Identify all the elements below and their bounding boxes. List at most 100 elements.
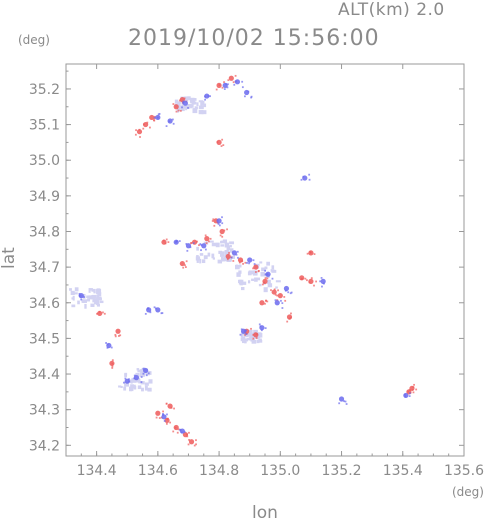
negative-echo-speck <box>247 90 250 93</box>
positive-echo-speck <box>172 103 175 105</box>
clutter-speck <box>257 336 261 339</box>
positive-echo-point <box>271 289 277 295</box>
negative-echo-speck <box>207 95 210 97</box>
negative-echo-speck <box>140 376 143 378</box>
positive-echo-speck <box>274 293 277 296</box>
positive-echo-speck <box>223 229 226 232</box>
clutter-speck <box>261 272 265 275</box>
clutter-speck <box>238 270 242 274</box>
clutter-speck <box>242 281 247 285</box>
positive-echo-speck <box>103 312 106 315</box>
positive-echo-speck <box>288 317 291 320</box>
negative-echo-speck <box>266 273 269 276</box>
positive-echo-speck <box>415 388 418 391</box>
positive-echo-point <box>136 129 143 135</box>
axis-ticks: 134.4 134.6 134.8 135.0 135.2 135.4 135.6 34.2 3… <box>29 64 484 479</box>
positive-echo-speck <box>284 299 287 302</box>
positive-echo-speck <box>242 262 244 265</box>
negative-echo-speck <box>237 256 239 259</box>
clutter-speck <box>231 255 236 259</box>
clutter-speck <box>199 258 202 264</box>
clutter-speck <box>195 256 201 261</box>
negative-echo-speck <box>133 377 136 380</box>
clutter-speck <box>130 384 134 387</box>
clutter-speck <box>90 303 95 307</box>
clutter-speck <box>199 253 204 256</box>
clutter-speck <box>177 103 181 106</box>
negative-echo-speck <box>144 312 147 315</box>
negative-echo-point <box>283 285 290 292</box>
positive-echo-speck <box>304 277 307 280</box>
clutter-speck <box>118 385 122 388</box>
clutter-speck <box>196 246 199 251</box>
clutter-speck <box>140 369 145 375</box>
negative-echo-speck <box>133 374 136 377</box>
positive-echo-point <box>115 328 121 334</box>
positive-echo-speck <box>306 252 309 255</box>
negative-echo-speck <box>233 83 236 86</box>
positive-echo-speck <box>183 97 186 100</box>
clutter-speck <box>245 333 249 338</box>
clutter-speck <box>87 298 91 302</box>
negative-echo-speck <box>343 400 345 403</box>
negative-echo-speck <box>204 95 206 98</box>
negative-echo-speck <box>217 223 220 225</box>
negative-echo-speck <box>239 333 242 336</box>
positive-echo-speck <box>301 277 304 280</box>
clutter-speck <box>96 289 102 295</box>
positive-echo-speck <box>412 386 415 388</box>
clutter-speck <box>271 269 277 273</box>
clutter-speck <box>97 297 102 301</box>
negative-echo-speck <box>241 80 244 83</box>
clutter-speck <box>135 372 140 377</box>
positive-echo-speck <box>152 119 155 122</box>
clutter-speck <box>211 242 216 247</box>
negative-echo-speck <box>245 333 248 335</box>
positive-echo-speck <box>310 277 313 280</box>
negative-echo-speck <box>187 107 189 109</box>
positive-echo-speck <box>289 316 292 319</box>
x-tick-label: 134.4 <box>77 463 117 479</box>
clutter-speck <box>248 329 253 335</box>
negative-echo-speck <box>145 374 148 377</box>
negative-echo-speck <box>172 122 175 125</box>
positive-echo-speck <box>190 241 193 244</box>
negative-echo-speck <box>160 312 163 315</box>
positive-echo-speck <box>407 390 410 393</box>
positive-echo-speck <box>162 410 164 413</box>
clutter-speck <box>187 104 193 109</box>
positive-echo-speck <box>226 258 229 261</box>
positive-echo-speck <box>162 239 165 242</box>
positive-echo-speck <box>266 300 269 303</box>
clutter-speck <box>124 383 129 386</box>
positive-echo-speck <box>221 138 224 141</box>
negative-echo-speck <box>175 240 178 243</box>
clutter-speck <box>259 261 263 264</box>
clutter-speck <box>252 270 258 276</box>
positive-echo-speck <box>142 123 145 126</box>
positive-echo-speck <box>313 253 316 256</box>
clutter-speck <box>89 288 93 291</box>
clutter-speck <box>187 96 191 100</box>
positive-echo-speck <box>158 417 161 419</box>
clutter-speck <box>247 280 251 284</box>
positive-echo-speck <box>172 430 175 433</box>
clutter-speck <box>219 253 225 257</box>
clutter-speck <box>73 292 78 295</box>
positive-echo-speck <box>165 238 168 241</box>
clutter-speck <box>201 110 207 115</box>
clutter-speck <box>134 378 140 383</box>
clutter-speck <box>263 287 268 293</box>
negative-echo-speck <box>274 299 277 302</box>
clutter-speck <box>120 385 123 389</box>
clutter-speck <box>226 245 231 251</box>
negative-echo-speck <box>80 298 83 301</box>
positive-echo-speck <box>96 312 98 315</box>
y-tick-label: 35.0 <box>29 153 60 169</box>
negative-echo-speck <box>246 262 248 264</box>
clutter-speck <box>209 240 214 243</box>
clutter-speck <box>247 333 253 337</box>
negative-echo-speck <box>218 224 221 227</box>
positive-echo-point <box>97 310 103 317</box>
